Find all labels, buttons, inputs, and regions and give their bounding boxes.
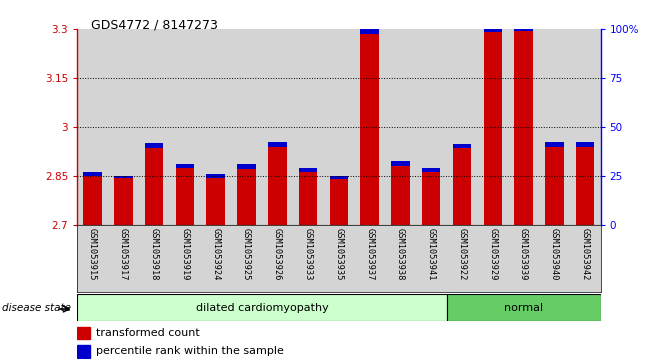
Text: GDS4772 / 8147273: GDS4772 / 8147273 [91, 18, 217, 31]
Bar [139, 29, 170, 225]
Text: GSM1053924: GSM1053924 [211, 228, 220, 281]
Text: GSM1053919: GSM1053919 [180, 228, 189, 281]
Bar [576, 147, 595, 225]
Bar [545, 147, 564, 225]
Text: GSM1053925: GSM1053925 [242, 228, 251, 281]
Bar [268, 147, 287, 225]
Bar [176, 168, 194, 225]
Bar [385, 29, 416, 225]
Bar [447, 29, 477, 225]
Text: transformed count: transformed count [96, 328, 200, 338]
Text: GSM1053933: GSM1053933 [303, 228, 313, 281]
Text: GSM1053918: GSM1053918 [150, 228, 158, 281]
Text: GSM1053926: GSM1053926 [273, 228, 282, 281]
Text: GSM1053915: GSM1053915 [88, 228, 97, 281]
Bar [422, 168, 440, 172]
Text: GSM1053922: GSM1053922 [458, 228, 466, 281]
Bar [299, 172, 317, 225]
Bar [238, 169, 256, 225]
Text: GSM1053935: GSM1053935 [334, 228, 344, 281]
Bar [422, 172, 440, 225]
Text: GSM1053940: GSM1053940 [550, 228, 559, 281]
Text: GSM1053941: GSM1053941 [427, 228, 435, 281]
Bar [329, 176, 348, 179]
Text: GSM1053938: GSM1053938 [396, 228, 405, 281]
Bar [539, 29, 570, 225]
Bar [83, 176, 102, 225]
Bar [453, 144, 471, 148]
Bar [391, 166, 410, 225]
Bar [323, 29, 354, 225]
Bar [329, 179, 348, 225]
Bar [145, 143, 163, 148]
Bar [477, 29, 508, 225]
Bar [508, 29, 539, 225]
Bar [108, 29, 139, 225]
Bar [268, 142, 287, 147]
Text: GSM1053939: GSM1053939 [519, 228, 528, 281]
Bar [416, 29, 447, 225]
Bar [293, 29, 323, 225]
Bar [145, 148, 163, 225]
Bar [545, 142, 564, 147]
Text: GSM1053937: GSM1053937 [365, 228, 374, 281]
Bar [231, 29, 262, 225]
Bar [176, 164, 194, 168]
Bar [299, 168, 317, 172]
Text: GSM1053942: GSM1053942 [580, 228, 590, 281]
Text: GSM1053917: GSM1053917 [119, 228, 128, 281]
Bar [83, 172, 102, 176]
Bar [77, 327, 90, 339]
Bar [484, 32, 502, 225]
Text: percentile rank within the sample: percentile rank within the sample [96, 346, 284, 356]
Bar [453, 148, 471, 225]
Bar [484, 26, 502, 32]
Bar [77, 345, 90, 358]
Bar [354, 29, 385, 225]
Bar [201, 29, 231, 225]
Bar [576, 142, 595, 147]
Bar [77, 294, 447, 321]
Bar [570, 29, 601, 225]
Bar [262, 29, 293, 225]
Text: disease state: disease state [2, 303, 71, 313]
Bar [360, 34, 379, 225]
Bar [114, 176, 133, 178]
Bar [238, 164, 256, 169]
Bar [360, 27, 379, 34]
Text: normal: normal [504, 303, 543, 313]
Bar [391, 161, 410, 166]
Bar [515, 31, 533, 225]
Bar [207, 174, 225, 178]
Bar [77, 29, 108, 225]
Bar [207, 178, 225, 225]
Bar [170, 29, 201, 225]
Bar [515, 24, 533, 31]
Text: dilated cardiomyopathy: dilated cardiomyopathy [195, 303, 328, 313]
Text: GSM1053929: GSM1053929 [488, 228, 497, 281]
Bar [114, 178, 133, 225]
Bar [447, 294, 601, 321]
